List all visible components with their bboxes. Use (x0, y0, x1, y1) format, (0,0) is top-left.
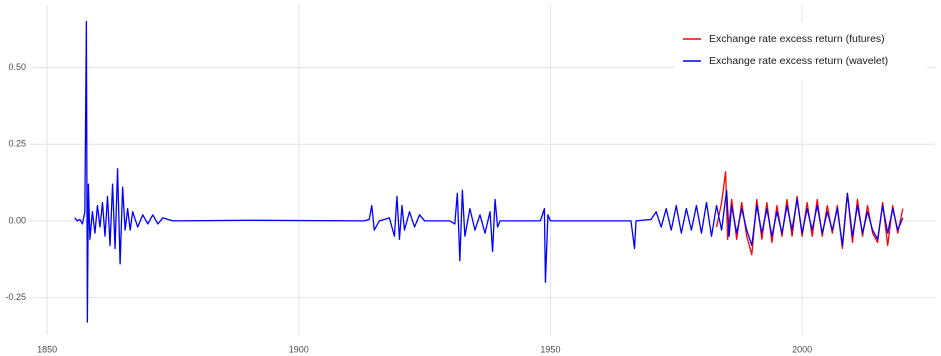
legend-label: Exchange rate excess return (wavelet) (709, 55, 888, 67)
legend-label: Exchange rate excess return (futures) (709, 33, 885, 45)
legend-box (675, 22, 927, 80)
y-tick-label: -0.25 (5, 292, 26, 302)
x-tick-label: 2000 (792, 344, 812, 354)
legend: Exchange rate excess return (futures) Exc… (675, 22, 927, 80)
series-line (74, 20, 904, 323)
y-tick-label: 0.00 (8, 215, 26, 225)
y-tick-label: 0.25 (8, 139, 26, 149)
x-tick-label: 1850 (37, 344, 57, 354)
x-tick-label: 1950 (540, 344, 560, 354)
y-tick-label: 0.50 (8, 62, 26, 72)
series-line (715, 171, 904, 256)
x-tick-label: 1900 (289, 344, 309, 354)
